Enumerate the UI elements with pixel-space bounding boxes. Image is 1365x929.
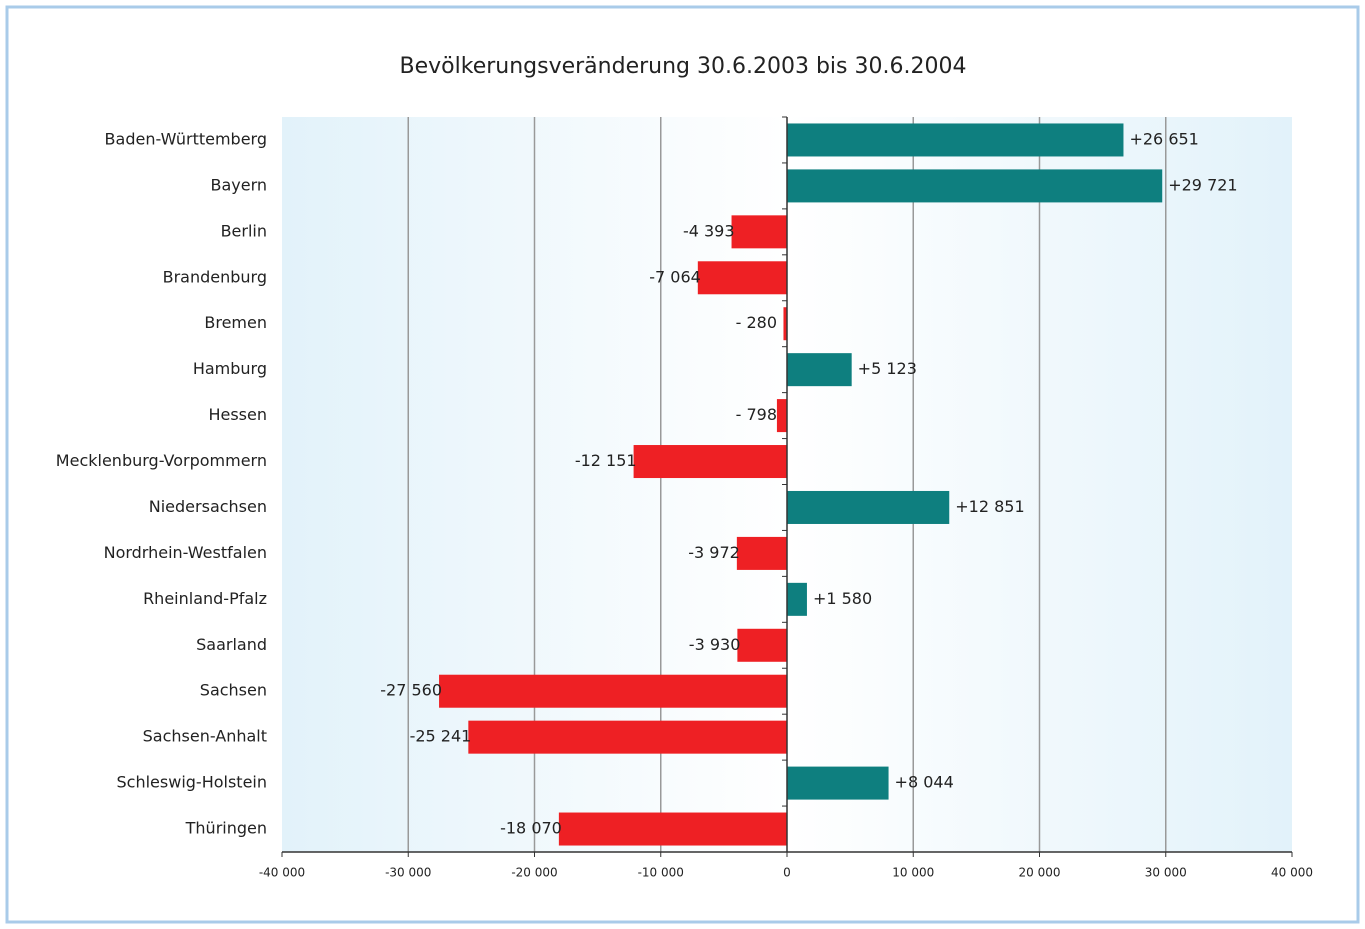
value-label: -7 064 [649,267,701,286]
bar [787,353,852,387]
bar [697,261,787,295]
bar [558,812,787,846]
y-tick-label: Rheinland-Pfalz [143,589,267,608]
value-label: +29 721 [1168,175,1237,194]
bar [787,766,889,800]
y-tick-label: Baden-Württemberg [105,129,267,148]
bar [787,490,950,524]
value-label: -12 151 [575,451,637,470]
bar [787,123,1124,157]
bar [736,536,787,570]
y-tick-label: Berlin [221,221,267,240]
x-tick-label: 0 [783,866,791,880]
y-tick-label: Sachsen-Anhalt [143,727,267,746]
y-tick-label: Hamburg [193,359,267,378]
value-label: -27 560 [380,681,442,700]
y-tick-label: Schleswig-Holstein [117,773,267,792]
value-label: - 280 [736,313,777,332]
value-label: +26 651 [1129,129,1198,148]
y-tick-label: Niedersachsen [149,497,267,516]
x-tick-label: -40 000 [259,866,305,880]
y-tick-label: Thüringen [185,819,267,838]
y-tick-label: Bremen [204,313,267,332]
bar [776,399,787,433]
bar [439,674,787,708]
x-tick-label: 30 000 [1145,866,1187,880]
y-tick-label: Bayern [210,175,267,194]
y-tick-label: Hessen [208,405,267,424]
value-label: +5 123 [858,359,917,378]
y-tick-label: Nordrhein-Westfalen [104,543,267,562]
bar [783,307,787,341]
x-tick-label: 10 000 [892,866,934,880]
value-label: -3 972 [688,543,740,562]
bar [731,215,787,249]
x-tick-label: -30 000 [385,866,431,880]
y-tick-label: Mecklenburg-Vorpommern [56,451,267,470]
value-label: -4 393 [683,221,735,240]
value-label: -18 070 [500,819,562,838]
value-label: +12 851 [955,497,1024,516]
bar [787,582,807,616]
bar [787,169,1163,203]
bar [737,628,787,662]
bar [633,445,787,479]
value-label: +1 580 [813,589,872,608]
value-label: -25 241 [410,727,472,746]
x-tick-label: -10 000 [638,866,684,880]
value-label: -3 930 [689,635,741,654]
y-tick-label: Brandenburg [163,267,267,286]
chart-title: Bevölkerungsveränderung 30.6.2003 bis 30… [400,54,967,79]
y-tick-label: Saarland [196,635,267,654]
x-tick-label: -20 000 [511,866,557,880]
x-tick-label: 40 000 [1271,866,1313,880]
y-tick-label: Sachsen [200,681,267,700]
value-label: - 798 [736,405,777,424]
value-label: +8 044 [895,773,954,792]
x-tick-label: 20 000 [1019,866,1061,880]
bar [468,720,787,754]
frame [5,5,1360,924]
